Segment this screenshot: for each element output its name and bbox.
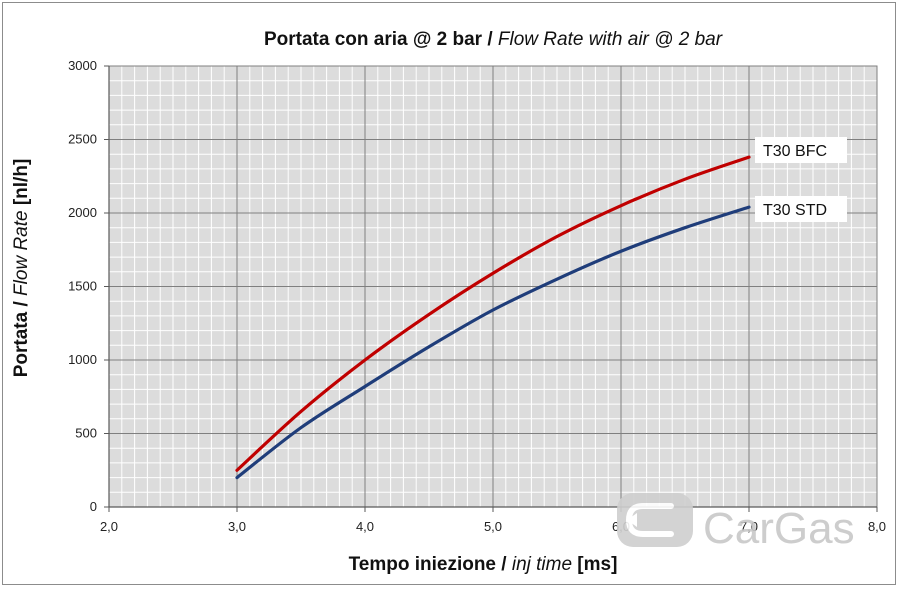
series-label-bfc: T30 BFC	[755, 137, 847, 163]
series-lines	[235, 155, 751, 480]
cargas-logo-icon	[617, 493, 693, 547]
chart-title: Portata con aria @ 2 bar / Flow Rate wit…	[264, 29, 723, 50]
y-tick-labels: 0 500 1000 1500 2000 2500 3000	[68, 58, 109, 514]
svg-text:CarGas: CarGas	[703, 504, 855, 553]
x-tick-label: 4,0	[356, 519, 374, 534]
x-tick-label: 5,0	[484, 519, 502, 534]
line-chart: 2,03,04,05,06,07,08,0 050010001500200025…	[11, 29, 886, 575]
y-tick-label: 1500	[68, 279, 97, 294]
x-tick-label: 3,0	[228, 519, 246, 534]
grid-lines	[109, 66, 877, 507]
y-tick-label: 2000	[68, 205, 97, 220]
x-tick-labels: 2,03,04,05,06,07,08,0	[100, 507, 886, 534]
series-line-t30-std	[235, 205, 751, 480]
x-tick-label: 8,0	[868, 519, 886, 534]
x-tick-label: 7,0	[740, 519, 758, 534]
y-tick-label: 2500	[68, 132, 97, 147]
x-axis-title: Tempo iniezione / inj time [ms]	[349, 554, 618, 575]
y-axis-title: Portata / Flow Rate [nl/h]	[11, 159, 32, 378]
y-tick-label: 3000	[68, 58, 97, 73]
svg-text:T30 STD: T30 STD	[763, 202, 827, 219]
watermark: CarGas	[617, 493, 855, 553]
x-tick-label: 2,0	[100, 519, 118, 534]
y-tick-label: 1000	[68, 352, 97, 367]
y-tick-label: 500	[75, 426, 97, 441]
svg-text:T30 BFC: T30 BFC	[763, 143, 827, 160]
y-tick-label: 0	[90, 499, 97, 514]
series-label-std: T30 STD	[755, 196, 847, 222]
series-line-t30-bfc	[235, 155, 751, 472]
